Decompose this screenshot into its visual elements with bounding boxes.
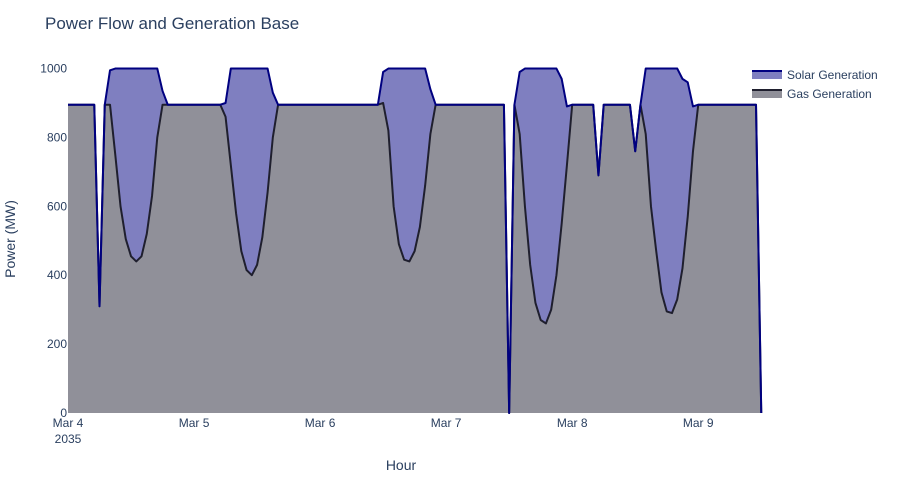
x-axis-title: Hour xyxy=(386,457,417,473)
legend-swatch xyxy=(752,71,782,79)
x-tick-label: Mar 5 xyxy=(179,416,210,430)
x-tick-label: Mar 6 xyxy=(305,416,336,430)
x-tick-sublabel: 2035 xyxy=(55,432,82,446)
solar-generation-area xyxy=(68,68,762,414)
legend-item[interactable]: Gas Generation xyxy=(752,87,872,101)
gas-generation-area xyxy=(68,103,762,413)
x-tick-label: Mar 4 xyxy=(53,416,84,430)
y-tick-label: 0 xyxy=(60,406,67,420)
y-axis-ticks: 0 200 400 600 800 1000 xyxy=(40,62,67,420)
y-tick-label: 200 xyxy=(47,337,67,351)
legend[interactable]: Solar Generation Gas Generation xyxy=(752,68,878,101)
legend-item[interactable]: Solar Generation xyxy=(752,68,878,82)
y-axis-title: Power (MW) xyxy=(2,200,18,278)
plot-area[interactable] xyxy=(68,67,763,414)
x-tick-label: Mar 7 xyxy=(431,416,462,430)
solar-generation-line xyxy=(68,67,763,414)
chart-title: Power Flow and Generation Base xyxy=(45,14,299,33)
y-tick-label: 400 xyxy=(47,268,67,282)
x-tick-label: Mar 8 xyxy=(557,416,588,430)
y-tick-label: 1000 xyxy=(40,62,67,76)
y-tick-label: 800 xyxy=(47,130,67,144)
legend-label: Gas Generation xyxy=(787,87,872,101)
legend-swatch xyxy=(752,90,782,98)
x-axis-ticks: Mar 4 2035 Mar 5 Mar 6 Mar 7 Mar 8 Mar 9 xyxy=(53,416,714,446)
legend-label: Solar Generation xyxy=(787,68,878,82)
y-tick-label: 600 xyxy=(47,199,67,213)
x-tick-label: Mar 9 xyxy=(683,416,714,430)
